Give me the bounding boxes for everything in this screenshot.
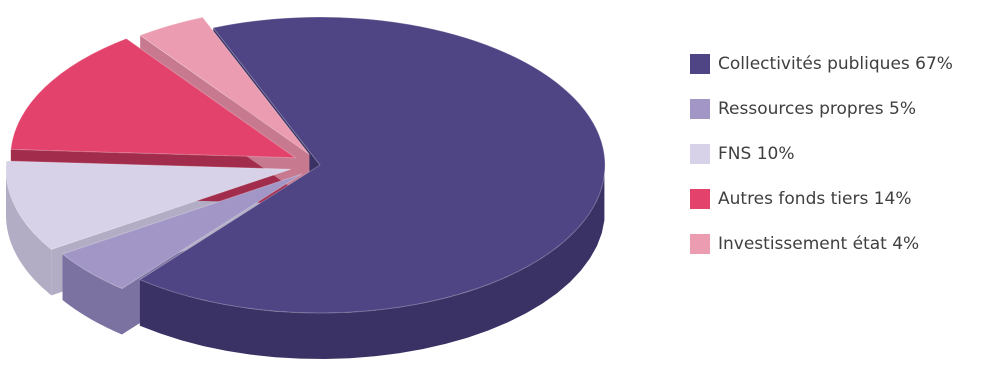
pie-slice-investissement-tat: [139, 16, 310, 155]
legend-swatch: [690, 54, 710, 74]
legend-swatch: [690, 189, 710, 209]
legend-item: Ressources propres 5%: [690, 89, 1002, 129]
legend-item: Investissement état 4%: [690, 224, 1002, 264]
pie-slice-autres-fonds-tiers: [10, 38, 298, 159]
legend-label: Collectivités publiques 67%: [718, 53, 953, 74]
legend-swatch: [690, 234, 710, 254]
legend: Collectivités publiques 67% Ressources p…: [690, 44, 1002, 269]
legend-swatch: [690, 144, 710, 164]
pie-slice-ressources-propres: [61, 173, 303, 290]
legend-swatch: [690, 99, 710, 119]
slice-rim-side: [62, 254, 122, 335]
slice-rim-side: [139, 174, 605, 359]
legend-label: Investissement état 4%: [718, 233, 920, 254]
slice-rim-side: [6, 170, 52, 296]
legend-label: FNS 10%: [718, 143, 795, 164]
pie-slice-fns: [5, 160, 292, 250]
pie-slice-collectivit-s-publiques: [138, 16, 606, 314]
legend-label: Autres fonds tiers 14%: [718, 188, 912, 209]
legend-label: Ressources propres 5%: [718, 98, 916, 119]
pie-top-faces: [5, 16, 606, 314]
legend-item: Autres fonds tiers 14%: [690, 179, 1002, 219]
pie-chart: [5, 16, 606, 359]
legend-item: Collectivités publiques 67%: [690, 44, 1002, 84]
legend-item: FNS 10%: [690, 134, 1002, 174]
